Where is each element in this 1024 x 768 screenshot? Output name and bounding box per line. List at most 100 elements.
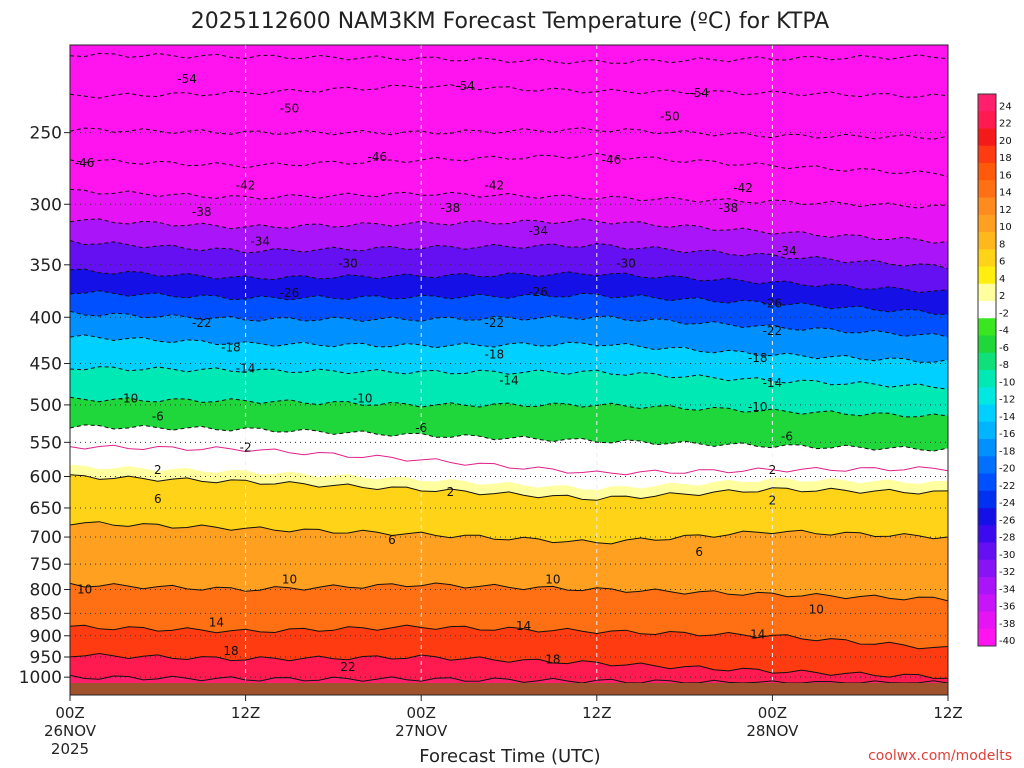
contour-label: -2 [240, 440, 252, 454]
contour-label-text: -46 [75, 156, 95, 170]
contour-label-text: 6 [388, 533, 396, 547]
x-tick-label: 28NOV [746, 722, 799, 740]
y-tick-label: 400 [30, 308, 62, 328]
contour-label-text: 18 [545, 652, 560, 666]
colorbar-label: -32 [999, 567, 1015, 578]
contour-label: -38 [441, 201, 461, 215]
contour-label-text: -42 [236, 178, 256, 192]
x-tick-label: 12Z [582, 704, 611, 722]
contour-labels: -54 -54 -54 -50 -50 -46 -46 -46 -42 -42 -42 -38 -38 -… [75, 72, 824, 674]
colorbar-swatch [978, 370, 996, 388]
colorbar-label: 2 [999, 291, 1005, 302]
contour-line [69, 310, 949, 338]
contour-line [69, 52, 949, 65]
contour-label-text: -34 [777, 244, 797, 258]
colorbar-label: -26 [999, 515, 1015, 526]
y-tick-label: 500 [30, 396, 62, 416]
colorbar-swatch [978, 439, 996, 457]
credit-link[interactable]: coolwx.com/modelts [868, 748, 1012, 764]
contour-label-text: -42 [485, 178, 505, 192]
contour-label: 10 [809, 603, 824, 617]
contour-label-text: -18 [485, 348, 505, 362]
grid [70, 45, 948, 683]
freezing-band [70, 445, 948, 491]
contour-label-text: -6 [415, 421, 427, 435]
contour-label: -6 [415, 421, 427, 435]
contour-label: -42 [236, 178, 256, 192]
colorbar-swatch [978, 611, 996, 630]
colorbar-swatch [978, 559, 996, 578]
contour-label-text: -26 [280, 286, 300, 300]
contour-line [69, 424, 949, 452]
contour-label-text: 14 [209, 615, 224, 629]
contour-label-text: -26 [763, 296, 783, 310]
contour-label-text: -18 [221, 340, 241, 354]
colorbar-swatch [978, 542, 996, 561]
contour-line [69, 624, 949, 650]
x-tick-label: 12Z [231, 704, 260, 722]
contour-label: 2 [769, 463, 777, 477]
colorbar-swatch [978, 404, 996, 423]
colorbar-label: 6 [999, 257, 1005, 268]
y-tick-label: 250 [30, 124, 62, 144]
contour-label: -54 [455, 79, 475, 93]
contour-label: 18 [223, 644, 238, 658]
colorbar-label: -16 [999, 429, 1015, 440]
contour-label-text: -54 [455, 79, 475, 93]
colorbar-swatch [978, 335, 996, 354]
contour-label: 2 [447, 485, 455, 499]
colorbar-swatch [978, 421, 996, 440]
contour-label-text: 14 [516, 619, 531, 633]
temp-band [70, 45, 948, 64]
colorbar-swatch [978, 283, 996, 302]
contour-label-text: -22 [763, 324, 783, 338]
contour-label: -38 [719, 201, 739, 215]
contour-label-text: -54 [177, 72, 197, 86]
contour-line [69, 334, 949, 363]
contour-label: -50 [660, 110, 680, 124]
contour-label: -54 [177, 72, 197, 86]
contour-label: -10 [748, 400, 768, 414]
contour-line [69, 474, 949, 501]
contour-label-text: -18 [748, 351, 768, 365]
contour-label: -54 [689, 86, 709, 100]
colorbar-swatch [978, 94, 996, 112]
colorbar-swatch [978, 111, 996, 129]
contour-label: 10 [282, 573, 297, 587]
colorbar-label: -38 [999, 619, 1015, 630]
colorbar-label: -6 [999, 343, 1009, 354]
contour-label-text: -22 [192, 316, 212, 330]
contour-label-text: 14 [750, 627, 765, 641]
contour-label-text: 2 [769, 463, 777, 477]
colorbar-swatch [978, 577, 996, 595]
contour-label-text: -14 [499, 374, 519, 388]
contour-line [69, 396, 949, 418]
contour-label-text: 22 [340, 660, 355, 674]
contour-label: -26 [280, 286, 300, 300]
y-tick-label: 1000 [19, 668, 62, 688]
contour-label: 2 [154, 463, 162, 477]
contour-label: -10 [119, 392, 139, 406]
colorbar-swatch [978, 594, 996, 612]
contour-label-text: -10 [748, 400, 768, 414]
contour-label-text: -6 [781, 430, 793, 444]
colorbar-label: -4 [999, 326, 1009, 337]
contour-label-text: -30 [616, 257, 636, 271]
colorbar-swatch [978, 352, 996, 371]
colorbar-swatch [978, 387, 996, 405]
x-tick-label: 12Z [933, 704, 962, 722]
contour-label: 2 [769, 494, 777, 508]
contour-label: -42 [733, 181, 753, 195]
y-tick-label: 350 [30, 256, 62, 276]
contour-label-text: -30 [338, 257, 358, 271]
contour-label-text: -6 [152, 410, 164, 424]
contour-label-text: 2 [447, 485, 455, 499]
contour-label-text: -38 [719, 201, 739, 215]
contour-line [69, 268, 949, 294]
colorbar-label: -14 [999, 412, 1015, 423]
contour-label-text: -2 [240, 440, 252, 454]
x-tick-label: 00Z [758, 704, 787, 722]
colorbar-swatch [978, 232, 996, 250]
contour-label: 10 [77, 583, 92, 597]
y-tick-label: 600 [30, 468, 62, 488]
